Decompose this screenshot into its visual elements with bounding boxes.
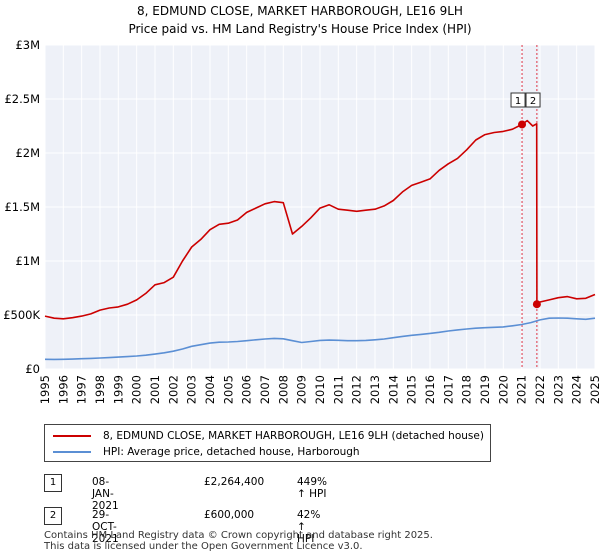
transaction-hpi: 42% ↑ HPI xyxy=(297,509,321,545)
transaction-date: 29-OCT-2021 xyxy=(92,509,119,545)
transaction-price: £2,264,400 xyxy=(204,476,265,488)
x-tick-label: 1997 xyxy=(75,375,89,404)
event-label: 1 xyxy=(515,96,521,107)
x-tick-label: 2003 xyxy=(185,375,199,404)
x-tick-label: 2022 xyxy=(533,375,547,404)
x-tick-label: 2015 xyxy=(405,375,419,404)
y-tick-label: £3M xyxy=(15,38,40,52)
transaction-price: £600,000 xyxy=(204,509,255,521)
footer-line: This data is licensed under the Open Gov… xyxy=(44,541,363,552)
legend: 8, EDMUND CLOSE, MARKET HARBOROUGH, LE16… xyxy=(44,424,491,462)
event-label: 2 xyxy=(530,96,536,107)
x-tick-label: 1996 xyxy=(56,375,70,404)
x-tick-label: 2019 xyxy=(478,375,492,404)
y-tick-label: £500K xyxy=(3,308,40,322)
sale-marker xyxy=(518,120,527,129)
chart-subtitle: Price paid vs. HM Land Registry's House … xyxy=(128,22,471,36)
x-tick-label: 2013 xyxy=(368,375,382,404)
chart-title: 8, EDMUND CLOSE, MARKET HARBOROUGH, LE16… xyxy=(137,4,463,18)
y-tick-label: £0 xyxy=(25,362,40,376)
x-tick-label: 2008 xyxy=(276,375,290,404)
y-tick-label: £1.5M xyxy=(4,200,40,214)
x-tick-label: 2025 xyxy=(588,375,600,404)
legend-label-hpi: HPI: Average price, detached house, Harb… xyxy=(103,446,360,458)
x-tick-label: 2017 xyxy=(441,375,455,404)
x-tick-label: 2002 xyxy=(166,375,180,404)
x-tick-label: 2012 xyxy=(350,375,364,404)
event-label-box xyxy=(525,92,541,108)
x-tick-label: 2014 xyxy=(386,375,400,404)
x-tick-label: 2006 xyxy=(240,375,254,404)
x-tick-label: 1998 xyxy=(93,375,107,404)
x-tick-label: 2020 xyxy=(496,375,510,404)
x-tick-label: 2010 xyxy=(313,375,327,404)
legend-item-hpi: HPI: Average price, detached house, Harb… xyxy=(53,444,360,460)
x-tick-label: 2016 xyxy=(423,375,437,404)
x-tick-label: 2021 xyxy=(515,375,529,404)
x-tick-label: 2001 xyxy=(148,375,162,404)
y-tick-label: £2M xyxy=(15,146,40,160)
legend-label-property: 8, EDMUND CLOSE, MARKET HARBOROUGH, LE16… xyxy=(103,430,484,442)
x-tick-label: 2005 xyxy=(221,375,235,404)
x-tick-label: 2023 xyxy=(551,375,565,404)
transaction-number: 2 xyxy=(44,507,62,525)
x-tick-label: 2004 xyxy=(203,375,217,404)
sale-marker xyxy=(532,300,541,309)
transaction-hpi: 449% ↑ HPI xyxy=(297,476,328,500)
transaction-number: 1 xyxy=(44,474,62,492)
x-tick-label: 1999 xyxy=(111,375,125,404)
x-tick-label: 2011 xyxy=(331,375,345,404)
footer-line: Contains HM Land Registry data © Crown c… xyxy=(44,530,433,541)
x-tick-label: 2018 xyxy=(460,375,474,404)
x-tick-label: 1995 xyxy=(38,375,52,404)
x-tick-label: 2009 xyxy=(295,375,309,404)
price-chart: 8, EDMUND CLOSE, MARKET HARBOROUGH, LE16… xyxy=(3,4,600,404)
legend-swatch-property xyxy=(53,435,91,437)
x-tick-label: 2024 xyxy=(570,375,584,404)
transaction-date: 08-JAN-2021 xyxy=(92,476,119,512)
hpi-line xyxy=(44,317,596,361)
x-tick-label: 2000 xyxy=(130,375,144,404)
legend-swatch-hpi xyxy=(53,451,91,453)
footer-attribution: Contains HM Land Registry data © Crown c… xyxy=(44,530,433,552)
event-label-box xyxy=(510,92,526,108)
x-tick-label: 2007 xyxy=(258,375,272,404)
legend-item-property: 8, EDMUND CLOSE, MARKET HARBOROUGH, LE16… xyxy=(53,428,484,444)
y-tick-label: £1M xyxy=(15,254,40,268)
y-tick-label: £2.5M xyxy=(4,92,40,106)
